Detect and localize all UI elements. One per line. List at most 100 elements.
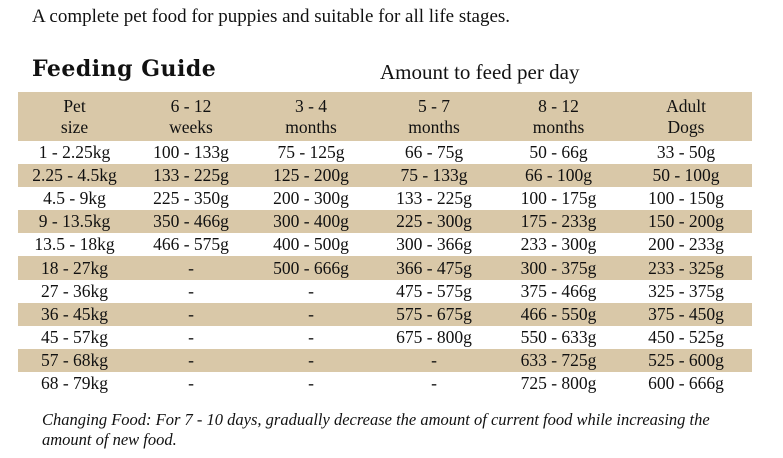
cell-5-7-months: 475 - 575g [396, 280, 472, 301]
cell-3-4-months: - [308, 372, 314, 393]
header-line: months [532, 116, 585, 137]
cell-8-12-months: 66 - 100g [524, 165, 593, 186]
cell-6-12-weeks: - [188, 280, 194, 301]
cell-6-12-weeks: - [188, 349, 194, 370]
cell-adult-dogs: 33 - 50g [656, 142, 716, 163]
cell-8-12-months: 50 - 66g [529, 142, 588, 163]
cell-3-4-months: 300 - 400g [273, 211, 349, 232]
cell-3-4-months: 125 - 200g [273, 165, 349, 186]
cell-3-4-months: 75 - 125g [277, 142, 345, 163]
cell-3-4-months: - [308, 303, 314, 324]
changing-food-note: Changing Food: For 7 - 10 days, graduall… [42, 410, 710, 449]
table-row: 1 - 2.25kg 100 - 133g 75 - 125g 66 - 75g… [18, 141, 752, 164]
header-line: size [60, 116, 89, 137]
cell-pet-size: 18 - 27kg [40, 257, 109, 278]
cell-6-12-weeks: 100 - 133g [153, 142, 229, 163]
intro-text: A complete pet food for puppies and suit… [32, 6, 511, 27]
cell-pet-size: 57 - 68kg [40, 349, 109, 370]
table-row: 57 - 68kg - - - 633 - 725g 525 - 600g [18, 348, 752, 372]
header-line: 6 - 12 [170, 95, 212, 116]
table-row: 2.25 - 4.5kg 133 - 225g 125 - 200g 75 - … [18, 164, 752, 188]
cell-pet-size: 45 - 57kg [40, 326, 109, 347]
header-5-7-months: 5 - 7 months [371, 92, 497, 141]
cell-adult-dogs: 525 - 600g [648, 349, 724, 370]
header-8-12-months: 8 - 12 months [497, 92, 620, 141]
cell-5-7-months: 300 - 366g [396, 234, 472, 255]
cell-adult-dogs: 50 - 100g [652, 165, 720, 186]
cell-6-12-weeks: - [188, 372, 194, 393]
cell-8-12-months: 633 - 725g [520, 349, 597, 370]
cell-3-4-months: - [308, 280, 314, 301]
cell-pet-size: 68 - 79kg [40, 372, 109, 393]
cell-8-12-months: 375 - 466g [520, 280, 597, 301]
table-row: 9 - 13.5kg 350 - 466g 300 - 400g 225 - 3… [18, 210, 752, 234]
cell-5-7-months: 225 - 300g [396, 211, 472, 232]
cell-3-4-months: 500 - 666g [273, 257, 349, 278]
cell-adult-dogs: 600 - 666g [648, 372, 724, 393]
table-row: 13.5 - 18kg 466 - 575g 400 - 500g 300 - … [18, 233, 752, 256]
cell-adult-dogs: 200 - 233g [648, 234, 724, 255]
cell-adult-dogs: 325 - 375g [648, 280, 724, 301]
header-line: 3 - 4 [294, 95, 328, 116]
cell-6-12-weeks: 225 - 350g [153, 188, 229, 209]
cell-3-4-months: 400 - 500g [273, 234, 349, 255]
header-line: 8 - 12 [538, 95, 579, 116]
header-line: Adult [666, 95, 706, 116]
feeding-guide-title: Feeding Guide [32, 56, 217, 82]
cell-5-7-months: 366 - 475g [396, 257, 472, 278]
cell-5-7-months: 66 - 75g [404, 142, 464, 163]
feeding-table: Pet size 6 - 12 weeks 3 - 4 months 5 - 7… [18, 92, 752, 395]
cell-6-12-weeks: - [188, 326, 194, 347]
cell-3-4-months: - [308, 326, 314, 347]
cell-6-12-weeks: - [188, 303, 194, 324]
cell-5-7-months: 675 - 800g [396, 326, 472, 347]
cell-pet-size: 1 - 2.25kg [38, 142, 111, 163]
cell-adult-dogs: 150 - 200g [648, 211, 724, 232]
cell-6-12-weeks: 133 - 225g [153, 165, 229, 186]
cell-3-4-months: 200 - 300g [273, 188, 349, 209]
amount-per-day-title: Amount to feed per day [380, 60, 580, 84]
table-row: 36 - 45kg - - 575 - 675g 466 - 550g 375 … [18, 302, 752, 326]
cell-6-12-weeks: - [188, 257, 194, 278]
header-6-12-weeks: 6 - 12 weeks [131, 92, 251, 141]
table-row: 27 - 36kg - - 475 - 575g 375 - 466g 325 … [18, 280, 752, 303]
table-row: 4.5 - 9kg 225 - 350g 200 - 300g 133 - 22… [18, 187, 752, 210]
header-line: Pet [63, 95, 86, 116]
cell-pet-size: 36 - 45kg [40, 303, 109, 324]
table-row: 18 - 27kg - 500 - 666g 366 - 475g 300 - … [18, 256, 752, 280]
cell-8-12-months: 725 - 800g [520, 372, 597, 393]
cell-5-7-months: 133 - 225g [396, 188, 472, 209]
cell-8-12-months: 175 - 233g [520, 211, 597, 232]
cell-6-12-weeks: 466 - 575g [153, 234, 229, 255]
cell-8-12-months: 466 - 550g [520, 303, 597, 324]
cell-8-12-months: 233 - 300g [520, 234, 597, 255]
header-pet-size: Pet size [18, 92, 131, 141]
cell-adult-dogs: 233 - 325g [648, 257, 724, 278]
table-header-row: Pet size 6 - 12 weeks 3 - 4 months 5 - 7… [18, 92, 752, 141]
cell-5-7-months: 75 - 133g [400, 165, 468, 186]
header-line: Dogs [667, 116, 705, 137]
header-line: 5 - 7 [417, 95, 451, 116]
cell-pet-size: 4.5 - 9kg [43, 188, 106, 209]
header-line: months [408, 116, 460, 137]
cell-adult-dogs: 450 - 525g [648, 326, 724, 347]
cell-8-12-months: 550 - 633g [520, 326, 597, 347]
header-3-4-months: 3 - 4 months [251, 92, 371, 141]
cell-pet-size: 13.5 - 18kg [34, 234, 115, 255]
header-adult-dogs: Adult Dogs [620, 92, 752, 141]
cell-5-7-months: 575 - 675g [396, 303, 472, 324]
cell-pet-size: 9 - 13.5kg [38, 211, 111, 232]
cell-adult-dogs: 375 - 450g [648, 303, 724, 324]
cell-pet-size: 27 - 36kg [40, 280, 109, 301]
table-row: 45 - 57kg - - 675 - 800g 550 - 633g 450 … [18, 326, 752, 349]
table-row: 68 - 79kg - - - 725 - 800g 600 - 666g [18, 372, 752, 395]
header-line: weeks [169, 116, 213, 137]
cell-6-12-weeks: 350 - 466g [153, 211, 229, 232]
cell-8-12-months: 100 - 175g [520, 188, 597, 209]
header-line: months [285, 116, 337, 137]
cell-5-7-months: - [431, 349, 437, 370]
cell-5-7-months: - [431, 372, 437, 393]
cell-3-4-months: - [308, 349, 314, 370]
cell-adult-dogs: 100 - 150g [648, 188, 724, 209]
cell-8-12-months: 300 - 375g [520, 257, 597, 278]
